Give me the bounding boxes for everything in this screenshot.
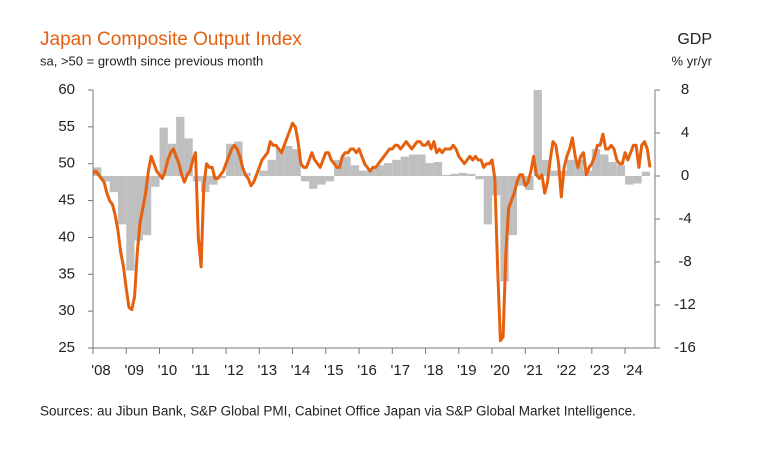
- gdp-bar: [500, 176, 509, 282]
- gdp-bar: [575, 159, 584, 176]
- gdp-bar: [134, 176, 143, 241]
- gdp-bar: [508, 176, 517, 236]
- gdp-bar: [151, 176, 160, 187]
- gdp-bar: [467, 173, 476, 176]
- gdp-bar: [217, 176, 227, 179]
- gdp-bar: [541, 159, 551, 176]
- gdp-bar: [292, 149, 301, 176]
- y2-tick-label: -12: [674, 296, 696, 313]
- x-tick-label: '09: [124, 362, 144, 379]
- gdp-bar: [117, 176, 127, 225]
- gdp-bar: [600, 154, 609, 176]
- gdp-bar: [516, 176, 526, 186]
- gdp-bar: [325, 176, 335, 182]
- gdp-bar: [625, 176, 634, 185]
- gdp-bar: [300, 176, 310, 182]
- gdp-bar: [375, 165, 384, 176]
- x-tick-label: '19: [457, 362, 477, 379]
- x-tick-label: '24: [623, 362, 643, 379]
- gdp-bar: [367, 168, 376, 176]
- x-tick-label: '18: [424, 362, 444, 379]
- gdp-bar: [475, 176, 484, 180]
- gdp-bar: [176, 116, 185, 176]
- x-tick-label: '16: [357, 362, 377, 379]
- chart-title: Japan Composite Output Index: [40, 29, 302, 50]
- x-tick-label: '08: [91, 362, 111, 379]
- gdp-bar: [433, 162, 443, 176]
- gdp-bar: [234, 141, 243, 176]
- gdp-bar: [359, 170, 368, 176]
- gdp-bar: [167, 143, 177, 176]
- y-tick-label: 50: [58, 155, 75, 172]
- pmi-line: [92, 121, 652, 343]
- gdp-bar: [566, 159, 576, 176]
- y-tick-label: 40: [58, 228, 75, 245]
- gdp-bar: [209, 176, 218, 185]
- gdp-bar: [142, 176, 152, 236]
- gdp-bar: [633, 176, 642, 184]
- x-tick-label: '15: [324, 362, 344, 379]
- y2-unit: % yr/yr: [672, 53, 713, 68]
- x-tick-label: '17: [391, 362, 411, 379]
- y-tick-label: 30: [58, 302, 75, 319]
- x-tick-label: '10: [158, 362, 178, 379]
- y2-tick-label: -16: [674, 339, 696, 356]
- gdp-bar: [126, 176, 135, 271]
- x-tick-label: '20: [490, 362, 510, 379]
- gdp-bar: [483, 176, 493, 225]
- y-tick-label: 35: [58, 265, 75, 282]
- gdp-bar: [109, 176, 118, 193]
- y2-tick-label: 0: [681, 167, 689, 184]
- x-tick-label: '21: [524, 362, 544, 379]
- y2-tick-label: -8: [678, 253, 691, 270]
- gdp-bar: [525, 176, 534, 190]
- gdp-bar: [226, 143, 235, 176]
- gdp-bar: [101, 176, 110, 182]
- y2-title: GDP: [677, 31, 712, 48]
- gdp-bar: [550, 170, 559, 176]
- y-tick-label: 45: [58, 192, 75, 209]
- gdp-bar: [342, 156, 351, 176]
- gdp-bar: [317, 176, 326, 185]
- gdp-bar: [400, 156, 409, 176]
- gdp-bar: [350, 165, 360, 176]
- x-tick-label: '22: [557, 362, 577, 379]
- gdp-bar: [591, 149, 601, 176]
- gdp-bar: [616, 165, 626, 176]
- gdp-bar: [608, 162, 617, 176]
- y-tick-label: 25: [58, 339, 75, 356]
- y2-tick-label: 4: [681, 124, 689, 141]
- gdp-bar: [442, 174, 451, 176]
- gdp-bar: [450, 173, 459, 176]
- y2-tick-label: -4: [678, 210, 691, 227]
- gdp-bar: [641, 171, 651, 176]
- x-tick-label: '23: [590, 362, 610, 379]
- gdp-bar: [425, 163, 434, 176]
- y-tick-label: 60: [58, 81, 75, 98]
- y-tick-label: 55: [58, 118, 75, 135]
- gdp-bar: [267, 159, 276, 176]
- x-tick-label: '11: [192, 362, 210, 379]
- gdp-bar: [309, 176, 318, 189]
- gdp-bar: [184, 138, 193, 176]
- x-tick-label: '14: [291, 362, 311, 379]
- gdp-bar: [259, 170, 268, 176]
- gdp-bar: [533, 90, 542, 176]
- gdp-bar: [383, 163, 393, 176]
- gdp-bar: [408, 154, 418, 176]
- y2-tick-label: 8: [681, 81, 689, 98]
- gdp-bar: [275, 149, 285, 176]
- gdp-bar: [458, 172, 468, 176]
- gdp-bar: [284, 145, 293, 176]
- gdp-bar: [159, 127, 168, 176]
- x-tick-label: '13: [257, 362, 277, 379]
- gdp-bar: [392, 159, 401, 176]
- x-tick-label: '12: [224, 362, 244, 379]
- gdp-bar: [417, 154, 426, 176]
- source: Sources: au Jibun Bank, S&P Global PMI, …: [40, 404, 636, 419]
- chart-subtitle: sa, >50 = growth since previous month: [40, 53, 263, 68]
